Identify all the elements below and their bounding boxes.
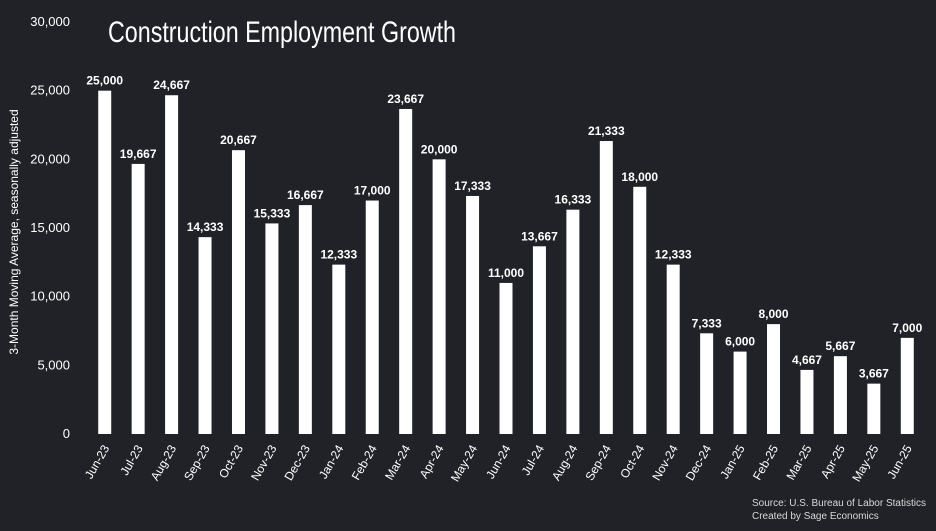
bar <box>566 209 580 434</box>
x-tick-label: Feb-24 <box>349 442 380 482</box>
chart-title: Construction Employment Growth <box>108 16 456 49</box>
bar-series <box>98 90 914 435</box>
bar <box>365 200 379 434</box>
y-axis-ticks: 0 5,000 10,000 15,000 20,000 25,000 30,000 <box>30 14 70 441</box>
data-label: 25,000 <box>86 74 123 88</box>
data-label: 14,333 <box>187 220 224 234</box>
data-label: 13,667 <box>521 229 558 243</box>
y-tick-label: 20,000 <box>30 151 70 166</box>
data-label: 20,000 <box>421 142 458 156</box>
y-tick-label: 0 <box>63 426 70 441</box>
source-note: Source: U.S. Bureau of Labor Statistics <box>752 498 926 509</box>
data-label: 7,000 <box>892 321 922 335</box>
bar <box>265 223 279 434</box>
bar <box>231 150 245 434</box>
x-axis-ticks: Jun-23 Jul-23 Aug-23 Sep-23 Oct-23 Nov-23 Dec-… <box>82 442 915 484</box>
data-label: 3,667 <box>859 367 889 381</box>
data-label: 12,333 <box>320 248 357 262</box>
bar <box>800 369 814 434</box>
x-tick-label: Aug-23 <box>148 442 180 483</box>
x-tick-label: May-25 <box>849 442 881 484</box>
x-tick-label: Nov-23 <box>248 442 280 483</box>
x-tick-label: Aug-24 <box>549 442 581 483</box>
bar <box>666 264 680 434</box>
data-label: 5,667 <box>825 339 855 353</box>
bar <box>900 337 914 434</box>
data-label: 6,000 <box>725 335 755 349</box>
y-tick-label: 25,000 <box>30 83 70 98</box>
data-label: 17,000 <box>354 184 391 198</box>
bar <box>198 237 212 434</box>
bar <box>867 383 881 434</box>
x-tick-label: Jun-24 <box>483 442 514 481</box>
x-tick-label: May-24 <box>448 442 480 484</box>
bar <box>599 141 613 434</box>
bar <box>466 195 480 434</box>
x-tick-label: Jul-24 <box>519 442 548 478</box>
x-tick-label: Dec-24 <box>683 442 715 483</box>
data-label: 17,333 <box>454 179 491 193</box>
x-tick-label: Apr-25 <box>818 442 848 480</box>
y-tick-label: 10,000 <box>30 289 70 304</box>
y-tick-label: 15,000 <box>30 220 70 235</box>
data-label: 20,667 <box>220 133 257 147</box>
bar <box>98 90 112 435</box>
data-label: 19,667 <box>120 147 157 161</box>
bar <box>767 324 781 434</box>
x-tick-label: Apr-24 <box>417 442 447 480</box>
bar <box>432 159 446 435</box>
x-tick-label: Jan-24 <box>316 442 347 481</box>
data-label: 24,667 <box>153 78 190 92</box>
bar <box>633 186 647 434</box>
data-label: 15,333 <box>254 206 291 220</box>
x-tick-label: Jun-23 <box>82 442 113 481</box>
y-axis-label: 3-Month Moving Average, seasonally adjus… <box>7 109 21 354</box>
bar <box>399 108 413 434</box>
credit-note: Created by Sage Economics <box>752 511 879 522</box>
x-tick-label: Oct-24 <box>617 442 647 480</box>
data-label: 16,333 <box>555 193 592 207</box>
x-tick-label: Sep-24 <box>582 442 614 483</box>
bar <box>298 205 312 434</box>
data-label: 4,667 <box>792 353 822 367</box>
x-tick-label: Mar-25 <box>783 442 814 482</box>
bar <box>332 264 346 434</box>
x-tick-label: Jul-23 <box>117 442 146 478</box>
data-label: 12,333 <box>655 248 692 262</box>
data-label: 8,000 <box>759 307 789 321</box>
bar <box>700 333 714 434</box>
x-tick-label: Feb-25 <box>750 442 781 482</box>
y-tick-label: 30,000 <box>30 14 70 29</box>
data-label: 7,333 <box>692 316 722 330</box>
bar <box>833 356 847 434</box>
data-label: 18,000 <box>621 170 658 184</box>
data-label: 16,667 <box>287 188 324 202</box>
bar <box>165 95 179 434</box>
y-tick-label: 5,000 <box>37 357 70 372</box>
x-tick-label: Mar-24 <box>382 442 413 482</box>
bar <box>499 282 513 434</box>
data-label: 21,333 <box>588 124 625 138</box>
x-tick-label: Jun-25 <box>884 442 915 481</box>
x-tick-label: Dec-23 <box>281 442 313 483</box>
data-label: 11,000 <box>488 266 524 280</box>
x-tick-label: Sep-23 <box>181 442 213 483</box>
bar <box>532 246 546 434</box>
x-tick-label: Oct-23 <box>216 442 246 480</box>
x-tick-label: Jan-25 <box>717 442 748 481</box>
bar <box>733 351 747 434</box>
bar <box>131 163 145 434</box>
data-label: 23,667 <box>387 92 424 106</box>
x-tick-label: Nov-24 <box>649 442 681 483</box>
data-labels: 25,000 19,667 24,667 14,333 20,667 15,333 16,6… <box>86 74 922 381</box>
